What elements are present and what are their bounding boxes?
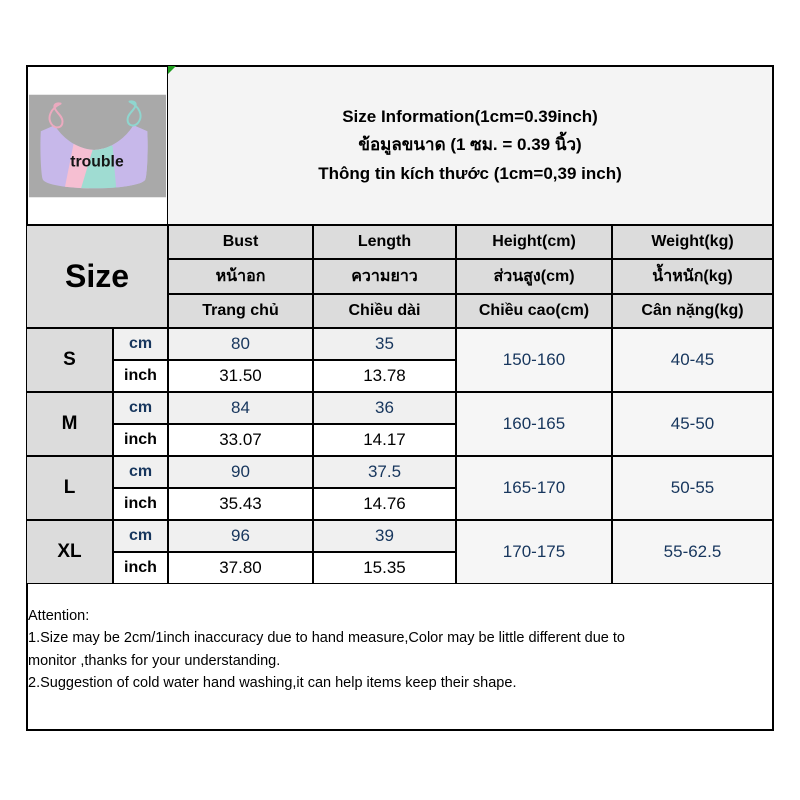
svg-text:trouble: trouble: [70, 153, 124, 170]
